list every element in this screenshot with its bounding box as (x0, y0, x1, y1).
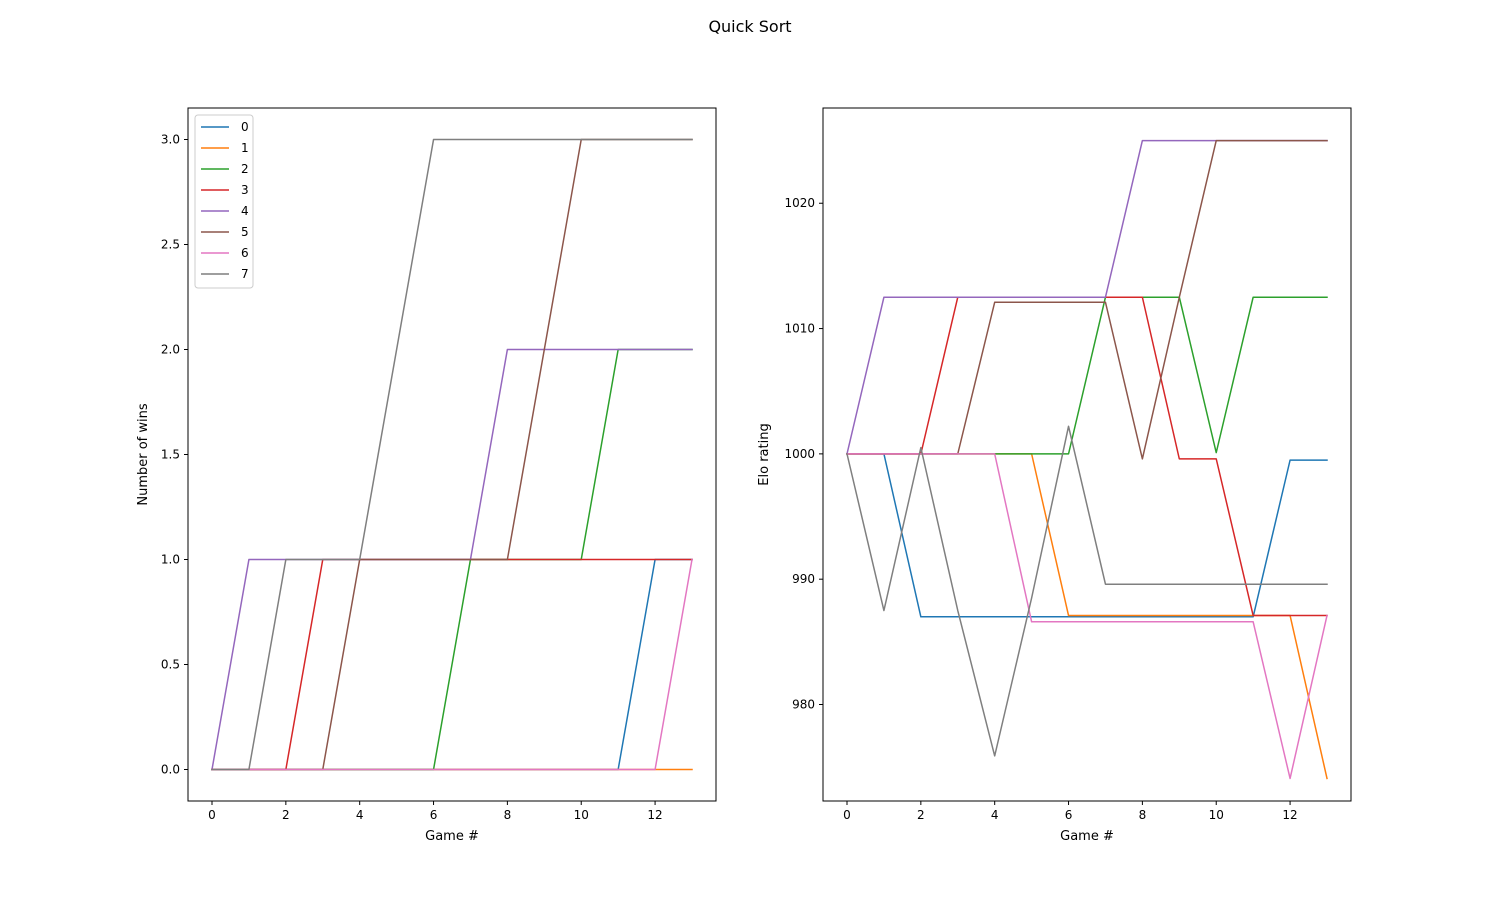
wins-series-6-line (211, 558, 693, 771)
wins-legend-label-2: 2 (241, 162, 249, 176)
elo-series-0-line (846, 453, 1328, 618)
wins-x-tick-label: 10 (574, 808, 589, 822)
elo-x-tick-label: 4 (991, 808, 999, 822)
elo-series-lines (846, 139, 1328, 780)
elo-y-tick-label: 1020 (784, 196, 815, 210)
elo-x-tick-label: 8 (1139, 808, 1147, 822)
wins-x-tick-label: 6 (430, 808, 438, 822)
wins-legend-label-6: 6 (241, 246, 249, 260)
wins-legend-label-4: 4 (241, 204, 249, 218)
wins-legend-label-3: 3 (241, 183, 249, 197)
wins-legend: 0 1 2 3 4 5 6 7 (194, 114, 254, 289)
wins-legend-box (194, 114, 254, 289)
wins-y-tick-label: 3.0 (161, 133, 180, 147)
wins-x-tick-label: 8 (504, 808, 512, 822)
elo-x-tick-label: 10 (1209, 808, 1224, 822)
wins-y-tick-label: 0.0 (161, 763, 180, 777)
wins-x-tick-label: 4 (356, 808, 364, 822)
wins-x-tick-label: 2 (282, 808, 290, 822)
elo-axes-frame (822, 107, 1352, 802)
elo-y-axis-label: Elo rating (757, 423, 772, 485)
elo-x-tick-label: 6 (1065, 808, 1073, 822)
wins-y-axis-label: Number of wins (136, 403, 151, 506)
elo-series-6-line (846, 453, 1328, 780)
wins-x-tick-label: 0 (208, 808, 216, 822)
wins-legend-label-1: 1 (241, 141, 249, 155)
elo-subplot: 0 2 4 6 8 10 12 980 990 1000 1010 1020 Game # Elo rat… (757, 107, 1352, 844)
elo-series-7-line (846, 425, 1328, 757)
wins-legend-label-7: 7 (241, 267, 249, 281)
elo-x-tick-label: 2 (917, 808, 925, 822)
wins-y-tick-label: 1.5 (161, 448, 180, 462)
wins-x-tick-label: 12 (647, 808, 662, 822)
elo-x-tick-label: 12 (1282, 808, 1297, 822)
wins-y-tick-label: 1.0 (161, 553, 180, 567)
wins-y-tick-label: 2.0 (161, 343, 180, 357)
wins-series-lines (211, 138, 693, 771)
figure-title: Quick Sort (708, 17, 791, 36)
wins-y-tick-label: 2.5 (161, 238, 180, 252)
wins-legend-label-5: 5 (241, 225, 249, 239)
elo-y-tick-label: 990 (792, 572, 815, 586)
elo-x-axis-label: Game # (1060, 829, 1114, 844)
elo-y-tick-label: 1000 (784, 447, 815, 461)
wins-y-tick-label: 0.5 (161, 658, 180, 672)
elo-x-tick-label: 0 (843, 808, 851, 822)
wins-legend-label-0: 0 (241, 120, 249, 134)
elo-y-tick-label: 1010 (784, 322, 815, 336)
elo-y-tick-label: 980 (792, 698, 815, 712)
wins-x-axis-label: Game # (425, 829, 479, 844)
wins-series-7-line (211, 138, 693, 771)
